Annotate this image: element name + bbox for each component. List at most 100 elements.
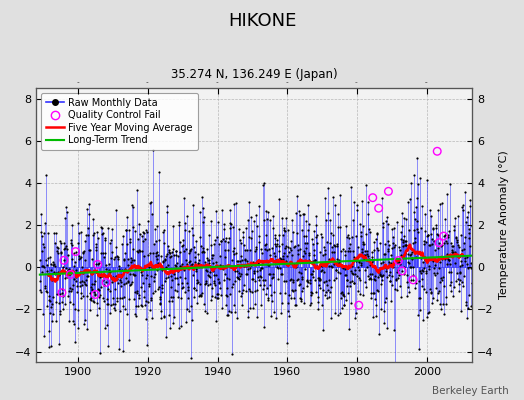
Point bbox=[194, 260, 202, 267]
Point bbox=[422, 270, 431, 277]
Point bbox=[168, 277, 176, 283]
Point bbox=[132, 313, 140, 319]
Point bbox=[408, 240, 417, 246]
Point bbox=[341, 248, 350, 254]
Point bbox=[261, 277, 269, 283]
Point bbox=[108, 249, 116, 255]
Point bbox=[210, 240, 219, 247]
Point bbox=[248, 275, 257, 282]
Point bbox=[64, 318, 73, 324]
Point bbox=[334, 210, 342, 217]
Point bbox=[440, 240, 449, 246]
Point bbox=[399, 242, 408, 249]
Point bbox=[39, 311, 47, 317]
Point bbox=[49, 259, 58, 266]
Point bbox=[447, 278, 455, 285]
Point bbox=[234, 258, 242, 264]
Point bbox=[164, 242, 172, 249]
Point bbox=[368, 249, 377, 255]
Point bbox=[174, 268, 182, 274]
Point bbox=[165, 247, 173, 253]
Point bbox=[460, 240, 468, 246]
Point bbox=[79, 293, 88, 299]
Point bbox=[239, 229, 248, 236]
Point bbox=[314, 299, 322, 305]
Point bbox=[47, 267, 55, 274]
Point bbox=[302, 277, 311, 284]
Point bbox=[225, 275, 233, 282]
Point bbox=[252, 244, 260, 250]
Point bbox=[222, 285, 231, 292]
Point bbox=[424, 310, 432, 316]
Point bbox=[337, 248, 345, 254]
Point bbox=[81, 281, 90, 287]
Point bbox=[363, 248, 371, 254]
Point bbox=[179, 242, 188, 248]
Point bbox=[122, 280, 130, 286]
Point bbox=[320, 247, 329, 254]
Point bbox=[301, 250, 309, 256]
Point bbox=[430, 270, 439, 276]
Point bbox=[207, 242, 215, 249]
Point bbox=[399, 264, 408, 270]
Point bbox=[394, 257, 402, 264]
Point bbox=[119, 256, 128, 262]
Point bbox=[467, 223, 476, 230]
Point bbox=[107, 276, 116, 282]
Point bbox=[205, 260, 213, 266]
Point bbox=[114, 273, 123, 279]
Point bbox=[349, 270, 357, 277]
Point bbox=[402, 279, 411, 285]
Point bbox=[105, 266, 114, 273]
Point bbox=[252, 246, 260, 253]
Point bbox=[166, 250, 174, 257]
Point bbox=[74, 325, 82, 331]
Point bbox=[227, 264, 236, 270]
Point bbox=[266, 282, 274, 288]
Point bbox=[383, 274, 391, 280]
Point bbox=[310, 252, 319, 258]
Point bbox=[424, 242, 433, 248]
Point bbox=[188, 316, 196, 323]
Point bbox=[191, 248, 199, 255]
Point bbox=[92, 261, 100, 267]
Point bbox=[376, 272, 384, 278]
Point bbox=[465, 243, 474, 250]
Point bbox=[443, 260, 451, 267]
Point bbox=[81, 317, 89, 324]
Point bbox=[274, 257, 282, 263]
Point bbox=[104, 342, 112, 349]
Point bbox=[180, 220, 189, 226]
Point bbox=[242, 262, 250, 269]
Point bbox=[95, 350, 104, 356]
Point bbox=[413, 155, 421, 162]
Point bbox=[169, 246, 178, 252]
Point bbox=[178, 280, 186, 286]
Point bbox=[106, 269, 114, 276]
Point bbox=[408, 255, 417, 262]
Point bbox=[285, 292, 293, 298]
Point bbox=[150, 278, 158, 284]
Point bbox=[125, 282, 134, 288]
Point bbox=[343, 234, 352, 240]
Point bbox=[66, 271, 74, 278]
Point bbox=[230, 201, 238, 207]
Point bbox=[94, 234, 102, 241]
Point bbox=[286, 276, 294, 282]
Point bbox=[215, 285, 224, 291]
Point bbox=[45, 344, 53, 350]
Point bbox=[378, 272, 387, 278]
Point bbox=[325, 256, 333, 262]
Point bbox=[58, 299, 67, 305]
Point bbox=[361, 248, 369, 254]
Point bbox=[328, 264, 336, 270]
Point bbox=[325, 294, 334, 300]
Point bbox=[376, 271, 385, 277]
Point bbox=[254, 274, 262, 281]
Point bbox=[234, 275, 243, 281]
Point bbox=[60, 257, 68, 264]
Point bbox=[157, 252, 165, 259]
Point bbox=[346, 283, 355, 289]
Point bbox=[50, 261, 58, 267]
Point bbox=[103, 301, 112, 307]
